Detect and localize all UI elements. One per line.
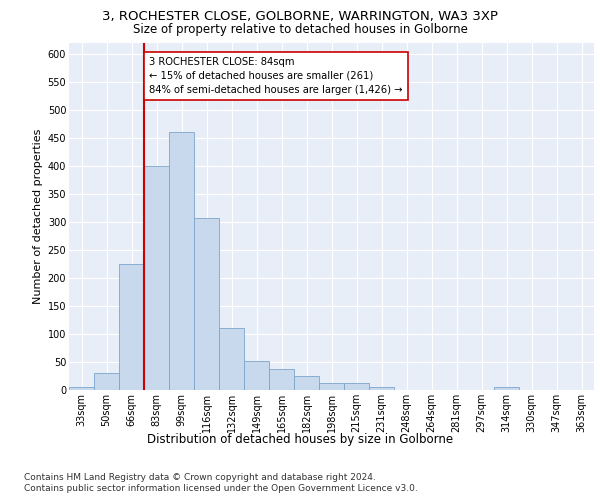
Bar: [319, 382, 344, 390]
Bar: [69, 387, 94, 390]
Bar: [194, 218, 219, 390]
Bar: [119, 264, 144, 390]
Text: Distribution of detached houses by size in Golborne: Distribution of detached houses by size …: [147, 432, 453, 446]
Bar: [294, 376, 319, 390]
Bar: [219, 328, 244, 390]
Text: 3, ROCHESTER CLOSE, GOLBORNE, WARRINGTON, WA3 3XP: 3, ROCHESTER CLOSE, GOLBORNE, WARRINGTON…: [102, 10, 498, 23]
Y-axis label: Number of detached properties: Number of detached properties: [34, 128, 43, 304]
Bar: [369, 387, 394, 390]
Bar: [144, 166, 169, 390]
Bar: [269, 368, 294, 390]
Text: Size of property relative to detached houses in Golborne: Size of property relative to detached ho…: [133, 22, 467, 36]
Text: Contains public sector information licensed under the Open Government Licence v3: Contains public sector information licen…: [24, 484, 418, 493]
Text: Contains HM Land Registry data © Crown copyright and database right 2024.: Contains HM Land Registry data © Crown c…: [24, 472, 376, 482]
Bar: [94, 373, 119, 390]
Bar: [344, 382, 369, 390]
Bar: [169, 132, 194, 390]
Bar: [494, 387, 519, 390]
Text: 3 ROCHESTER CLOSE: 84sqm
← 15% of detached houses are smaller (261)
84% of semi-: 3 ROCHESTER CLOSE: 84sqm ← 15% of detach…: [149, 56, 403, 94]
Bar: [244, 361, 269, 390]
